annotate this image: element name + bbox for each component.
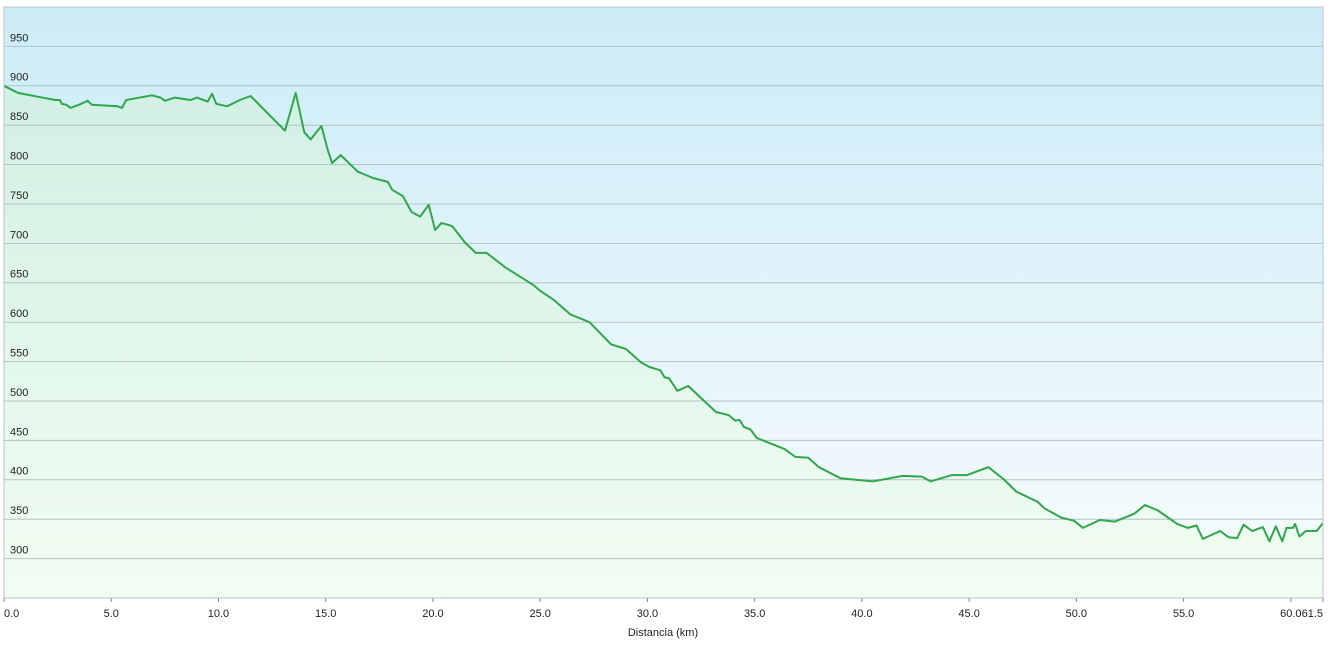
x-tick-label: 10.0 — [208, 608, 229, 620]
x-tick-label: 60.0 — [1280, 608, 1301, 620]
elevation-line — [3, 84, 1324, 543]
y-tick-label: 850 — [10, 111, 28, 123]
plot — [3, 45, 1324, 599]
x-tick-label: 35.0 — [744, 608, 765, 620]
y-tick-label: 450 — [10, 426, 28, 438]
x-tick-label: 45.0 — [958, 608, 979, 620]
x-axis-title: Distancia (km) — [628, 627, 698, 639]
y-tick-label: 350 — [10, 505, 28, 517]
plot-border — [3, 6, 1324, 599]
y-tick-label: 750 — [10, 190, 28, 202]
y-tick-label: 950 — [10, 32, 28, 44]
x-tick-label: 25.0 — [529, 608, 550, 620]
y-tick-label: 550 — [10, 348, 28, 360]
y-tick-label: 800 — [10, 151, 28, 163]
x-tick-label: 40.0 — [851, 608, 872, 620]
y-tick-label: 600 — [10, 308, 28, 320]
y-tick-label: 500 — [10, 387, 28, 399]
x-tick-label: 55.0 — [1173, 608, 1194, 620]
y-tick-label: 650 — [10, 269, 28, 281]
y-tick-label: 400 — [10, 466, 28, 478]
y-tick-label: 300 — [10, 545, 28, 557]
x-tick-label: 30.0 — [637, 608, 658, 620]
x-tick-label: 5.0 — [104, 608, 119, 620]
x-tick-label: 50.0 — [1066, 608, 1087, 620]
x-tick-label: 15.0 — [315, 608, 336, 620]
y-tick-label: 900 — [10, 72, 28, 84]
x-tick-label: 61.5 — [1302, 608, 1323, 620]
x-tick-label: 0.0 — [4, 608, 19, 620]
elevation-area — [4, 85, 1323, 599]
y-tick-label: 700 — [10, 229, 28, 241]
x-tick-label: 20.0 — [422, 608, 443, 620]
